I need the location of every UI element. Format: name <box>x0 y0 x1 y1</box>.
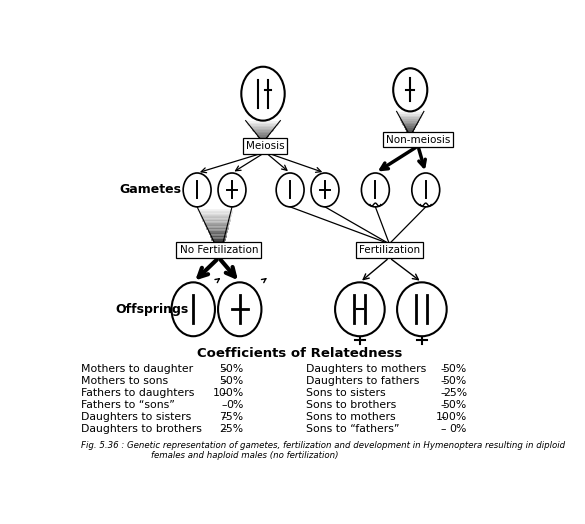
Text: 25%: 25% <box>219 424 243 434</box>
Ellipse shape <box>362 173 390 207</box>
Text: 50%: 50% <box>443 400 467 410</box>
Text: –: – <box>441 376 446 386</box>
Text: No Fertilization: No Fertilization <box>180 245 258 255</box>
Text: –: – <box>222 412 227 422</box>
Ellipse shape <box>397 282 447 336</box>
Ellipse shape <box>335 282 385 336</box>
Text: Gametes: Gametes <box>119 183 181 196</box>
Text: Coefficients of Relatedness: Coefficients of Relatedness <box>197 347 402 361</box>
Text: 100%: 100% <box>212 388 243 398</box>
Text: –: – <box>441 412 446 422</box>
Text: females and haploid males (no fertilization): females and haploid males (no fertilizat… <box>150 451 338 460</box>
Ellipse shape <box>218 282 261 336</box>
Text: –: – <box>222 376 227 386</box>
Text: Sons to brothers: Sons to brothers <box>305 400 396 410</box>
Text: –: – <box>222 424 227 434</box>
Text: Daughters to fathers: Daughters to fathers <box>305 376 419 386</box>
Text: Non-meiosis: Non-meiosis <box>386 135 450 145</box>
Text: 50%: 50% <box>443 364 467 374</box>
Text: 75%: 75% <box>219 412 243 422</box>
Ellipse shape <box>171 282 215 336</box>
Ellipse shape <box>218 173 246 207</box>
Text: –: – <box>222 388 227 398</box>
Ellipse shape <box>276 173 304 207</box>
Text: 50%: 50% <box>443 376 467 386</box>
Ellipse shape <box>412 173 440 207</box>
Text: Fathers to daughters: Fathers to daughters <box>81 388 194 398</box>
Text: Sons to “fathers”: Sons to “fathers” <box>305 424 399 434</box>
Ellipse shape <box>241 67 285 121</box>
Text: Daughters to brothers: Daughters to brothers <box>81 424 202 434</box>
Text: 100%: 100% <box>436 412 467 422</box>
Text: Fig. 5.36 : Genetic representation of gametes, fertilization and development in : Fig. 5.36 : Genetic representation of ga… <box>81 441 565 450</box>
Text: Fathers to “sons”: Fathers to “sons” <box>81 400 175 410</box>
Text: –: – <box>441 388 446 398</box>
Text: –: – <box>441 424 446 434</box>
Text: 0%: 0% <box>449 424 467 434</box>
Text: –: – <box>441 400 446 410</box>
Text: Meiosis: Meiosis <box>246 141 285 151</box>
Text: Daughters to sisters: Daughters to sisters <box>81 412 191 422</box>
Text: Fertilization: Fertilization <box>359 245 420 255</box>
Text: Sons to mothers: Sons to mothers <box>305 412 395 422</box>
Text: –: – <box>441 364 446 374</box>
Text: Daughters to mothers: Daughters to mothers <box>305 364 426 374</box>
Ellipse shape <box>311 173 339 207</box>
Text: Mothers to daughter: Mothers to daughter <box>81 364 193 374</box>
Text: Sons to sisters: Sons to sisters <box>305 388 386 398</box>
Ellipse shape <box>393 68 427 112</box>
Text: 25%: 25% <box>443 388 467 398</box>
Text: –: – <box>222 400 227 410</box>
Text: 50%: 50% <box>219 364 243 374</box>
Text: Offsprings: Offsprings <box>116 303 189 316</box>
Ellipse shape <box>183 173 211 207</box>
Text: 0%: 0% <box>226 400 243 410</box>
Text: Mothers to sons: Mothers to sons <box>81 376 168 386</box>
Text: –: – <box>222 364 227 374</box>
Text: 50%: 50% <box>219 376 243 386</box>
